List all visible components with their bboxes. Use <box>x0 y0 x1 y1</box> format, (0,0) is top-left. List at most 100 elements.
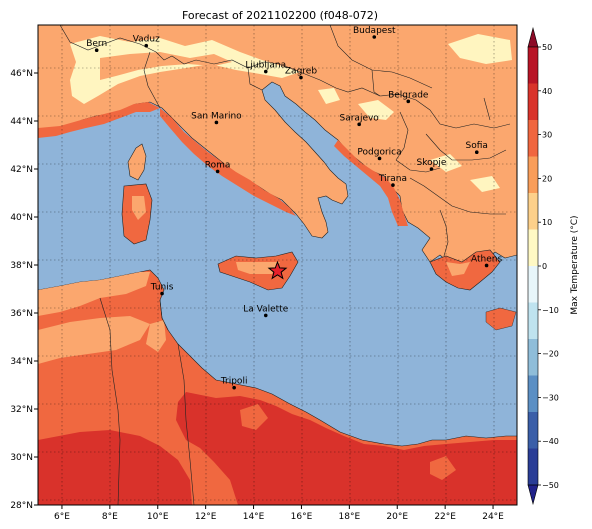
city-sarajevo: Sarajevo <box>340 113 380 127</box>
lat-tick-label: 34°N <box>10 357 33 367</box>
city-dot <box>214 120 219 125</box>
lon-tick-label: 18°E <box>339 512 361 522</box>
city-dot <box>377 156 382 161</box>
colorbar-band <box>528 156 538 194</box>
colorbar-band <box>528 412 538 449</box>
city-dot <box>391 183 395 187</box>
colorbar-band <box>528 339 538 376</box>
land-balkan-cool-3 <box>430 154 462 172</box>
colorbar-band <box>528 47 538 84</box>
city-dot <box>484 263 489 268</box>
lon-tick-label: 16°E <box>291 512 313 522</box>
city-zagreb: Zagreb <box>285 67 317 80</box>
land-south-very-hot <box>38 430 192 505</box>
colorbar-band <box>528 302 538 340</box>
colorbar-tick-label: −10 <box>542 306 559 315</box>
city-label: Budapest <box>353 26 396 36</box>
city-label: San Marino <box>191 111 242 121</box>
city-dot <box>215 169 220 174</box>
lon-tick-label: 6°E <box>54 512 70 522</box>
lat-tick-label: 44°N <box>10 117 33 127</box>
lat-tick-label: 42°N <box>10 165 33 175</box>
city-podgorica: Podgorica <box>357 147 402 161</box>
colorbar-tick-label: 10 <box>542 218 552 227</box>
land-libya-hot-pocket-2 <box>430 456 456 480</box>
country-borders <box>59 25 511 505</box>
colorbar-band <box>528 229 538 267</box>
city-dot <box>429 167 434 171</box>
city-label: Sofia <box>466 141 488 151</box>
land-northern-europe <box>38 25 517 273</box>
city-label: Vaduz <box>133 35 160 45</box>
land-greece-hot <box>446 262 470 276</box>
land-alps-cool <box>70 36 300 104</box>
city-budapest: Budapest <box>353 26 396 39</box>
colorbar-tick-label: −50 <box>542 481 559 490</box>
city-vaduz: Vaduz <box>133 35 160 48</box>
colorbar-extend-max <box>527 26 539 48</box>
city-dot <box>160 291 164 296</box>
city-label: Tripoli <box>220 377 248 387</box>
land-corsica <box>127 143 147 181</box>
lat-tick-label: 38°N <box>10 261 33 271</box>
city-ljubljana: Ljubljana <box>245 61 286 74</box>
colorbar-tick-label: 40 <box>542 87 552 96</box>
land-balkan-coast-hot <box>334 140 408 226</box>
city-label: Tirana <box>378 174 407 184</box>
lat-tick-label: 46°N <box>10 69 33 79</box>
lat-tick-label: 30°N <box>10 453 33 463</box>
colorbar-tick-label: 50 <box>542 43 552 52</box>
colorbar-band <box>528 193 538 230</box>
city-dot <box>474 150 479 154</box>
lon-tick-label: 12°E <box>195 512 217 522</box>
city-belgrade: Belgrade <box>388 90 429 104</box>
city-label: Podgorica <box>357 147 401 157</box>
city-dot <box>406 99 411 104</box>
land-sardinia-cool <box>132 196 146 220</box>
land-carpathian-cool <box>448 34 512 64</box>
land-maghreb-warm-3 <box>146 320 166 352</box>
land-italy-coast-hot <box>160 108 296 216</box>
city-tunis: Tunis <box>150 283 174 296</box>
city-label: Belgrade <box>388 90 429 100</box>
land-balkan-cool-1 <box>358 100 394 120</box>
city-dot <box>263 313 268 318</box>
land-alps-warm <box>100 52 232 80</box>
colorbar-band <box>528 83 538 121</box>
colorbar-band <box>528 120 538 157</box>
lon-tick-label: 8°E <box>102 512 118 522</box>
lon-tick-label: 20°E <box>386 512 408 522</box>
city-tirana: Tirana <box>378 174 407 187</box>
city-dot <box>94 48 99 52</box>
colorbar-tick-label: −40 <box>542 437 559 446</box>
city-dot <box>299 75 303 80</box>
land-north-coast-hot <box>38 102 160 138</box>
lat-tick-label: 32°N <box>10 405 33 415</box>
lon-tick-label: 14°E <box>243 512 265 522</box>
land-aegean-islands <box>485 307 517 331</box>
lat-tick-label: 28°N <box>10 501 33 511</box>
land-sicily-core <box>236 262 280 274</box>
lon-tick-label: 22°E <box>434 512 456 522</box>
longitude-axis: 6°E 8°E 10°E 12°E 14°E 16°E 18°E 20°E 22°E 24°E <box>54 505 504 522</box>
colorbar-band <box>528 266 538 303</box>
lon-tick-label: 10°E <box>147 512 169 522</box>
star-marker <box>267 260 288 280</box>
colorbar-band <box>528 448 538 486</box>
city-label: La Valette <box>243 304 288 314</box>
lon-tick-label: 24°E <box>482 512 504 522</box>
colorbar-band <box>528 375 538 413</box>
colorbar-tick-label: −30 <box>542 393 559 402</box>
latitude-axis: 46°N 44°N 42°N 40°N 38°N 36°N 34°N 32°N 30°N 28°N <box>10 69 38 511</box>
colorbar-tick-label: 20 <box>542 174 552 183</box>
city-dot <box>357 122 361 127</box>
city-label: Bern <box>86 39 107 49</box>
city-label: Sarajevo <box>340 113 380 123</box>
city-roma: Roma <box>205 160 230 174</box>
city-label: Tunis <box>150 283 174 293</box>
city-bern: Bern <box>86 39 107 52</box>
colorbar-extend-min <box>527 484 539 506</box>
